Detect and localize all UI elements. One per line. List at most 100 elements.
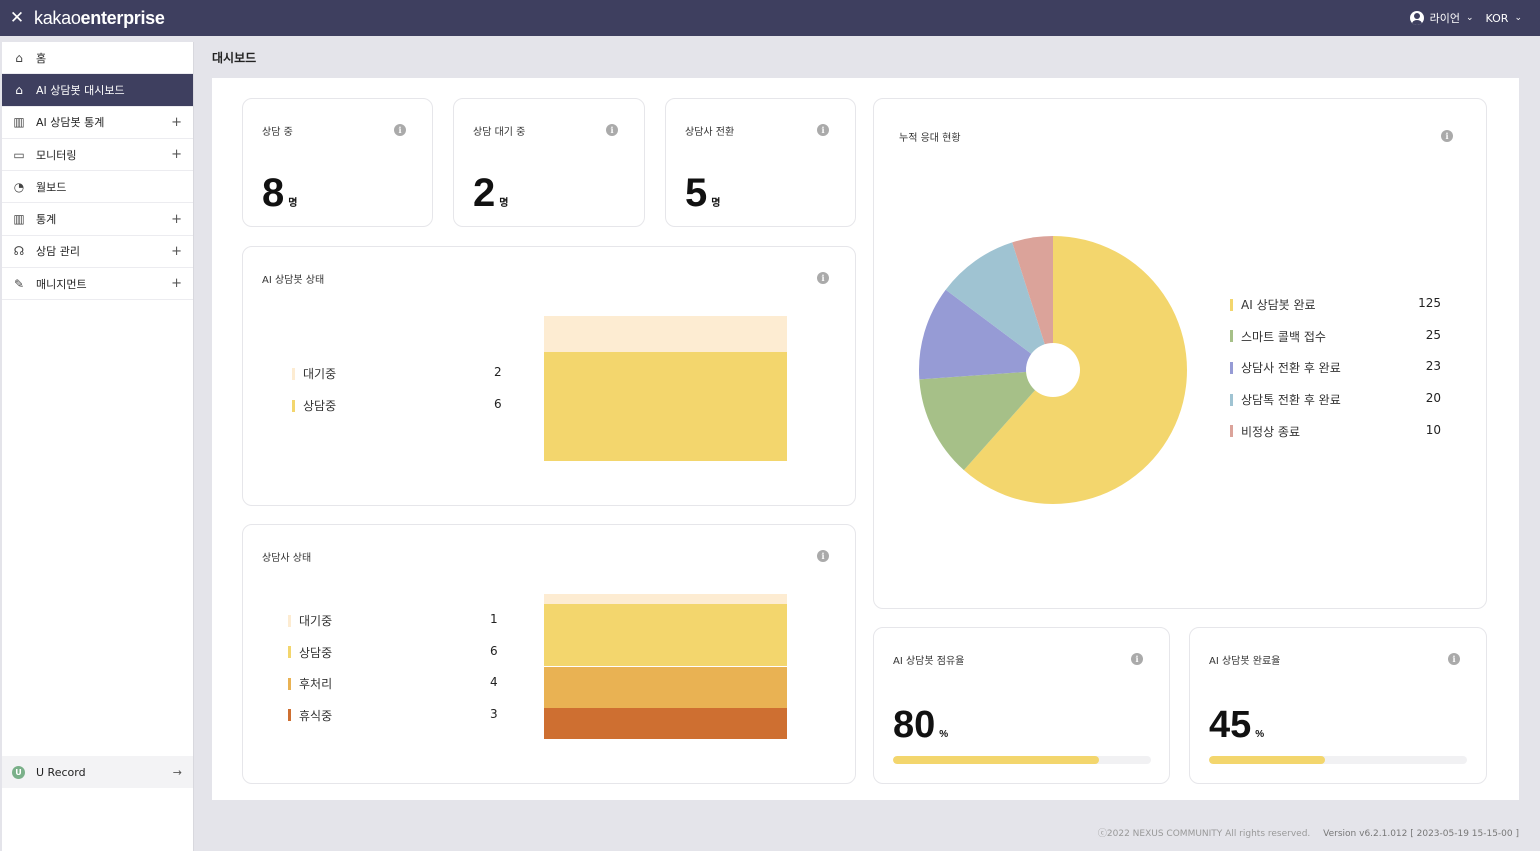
sidebar-item[interactable]: ▥ AI 상담봇 통계 + — [2, 107, 193, 139]
pie-slice[interactable] — [945, 242, 1053, 370]
info-icon[interactable]: i — [394, 124, 406, 136]
plus-icon[interactable]: + — [171, 114, 182, 130]
plus-icon[interactable]: + — [171, 211, 182, 227]
bar-chart-icon: ▥ — [13, 115, 25, 130]
sidebar-item[interactable]: ▭ 모니터링 + — [2, 139, 193, 172]
arrow-right-icon: → — [172, 765, 182, 779]
sidebar-item-label: 통계 — [36, 213, 57, 227]
info-icon[interactable]: i — [817, 124, 829, 136]
legend-swatch — [288, 709, 291, 721]
info-icon[interactable]: i — [1131, 653, 1143, 665]
chevron-down-icon: ⌄ — [1514, 13, 1522, 23]
card-title: 상담사 상태 — [262, 553, 312, 564]
plus-icon[interactable]: + — [171, 276, 182, 292]
legend-swatch — [288, 677, 291, 690]
info-icon[interactable]: i — [1441, 130, 1453, 142]
card-title: AI 상담봇 완료율 — [1209, 656, 1281, 667]
info-icon[interactable]: i — [817, 272, 829, 284]
sidebar: ⌂ 홈 ⌂ AI 상담봇 대시보드 ▥ AI 상담봇 통계 + ▭ 모니터링 + ◔ 월보드 ▥ 통계 + ☊… — [2, 42, 194, 851]
home-icon: ⌂ — [15, 50, 23, 65]
stack-segment — [544, 604, 787, 667]
progress-fill — [1209, 756, 1326, 764]
legend-item: 대기중 — [288, 612, 332, 629]
sidebar-item-label: AI 상담봇 대시보드 — [36, 83, 125, 97]
legend-label: 상담중 — [299, 645, 333, 660]
share-rate-card: AI 상담봇 점유율 i 80% — [873, 627, 1170, 784]
sidebar-item[interactable]: ◔ 월보드 — [2, 171, 193, 204]
sidebar-item[interactable]: ☊ 상담 관리 + — [2, 236, 193, 269]
legend-item: 상담사 전환 후 완료 — [1230, 359, 1341, 376]
legend-swatch — [1230, 425, 1233, 438]
sidebar-item-label: 매니지먼트 — [36, 277, 87, 291]
plus-icon[interactable]: + — [171, 243, 182, 259]
sidebar-item-label: 월보드 — [36, 180, 67, 194]
pie-slice[interactable] — [919, 370, 1053, 471]
pie-slice[interactable] — [919, 289, 1053, 380]
share-rate-value: 80% — [893, 704, 949, 746]
stack-segment — [544, 594, 787, 605]
sidebar-item[interactable]: ✎ 매니지먼트 + — [2, 268, 193, 301]
card-title: 상담 대기 중 — [473, 127, 526, 138]
sidebar-item[interactable]: ▥ 통계 + — [2, 203, 193, 236]
monitor-icon: ▭ — [13, 147, 25, 162]
legend-value: 6 — [490, 643, 498, 658]
urecord-label: U Record — [36, 765, 86, 779]
close-icon[interactable]: ✕ — [9, 8, 25, 28]
legend-swatch — [1230, 393, 1233, 406]
legend-value: 6 — [494, 397, 502, 411]
stack-segment — [544, 707, 787, 739]
pie-chart-icon: ◔ — [13, 179, 25, 194]
info-icon[interactable]: i — [606, 124, 618, 136]
info-icon[interactable]: i — [1448, 653, 1460, 665]
legend-item: 후처리 — [288, 675, 332, 692]
sidebar-item[interactable]: ⌂ 홈 — [2, 42, 193, 75]
sidebar-item-label: 상담 관리 — [36, 245, 80, 259]
legend-value: 125 — [1418, 296, 1441, 310]
headset-icon: ☊ — [13, 244, 25, 259]
top-bar: ✕ kakaoenterprise 라이언 ⌄ KOR ⌄ — [0, 0, 1540, 36]
share-rate-progress — [893, 756, 1151, 764]
info-icon[interactable]: i — [817, 550, 829, 562]
user-menu[interactable]: 라이언 ⌄ — [1409, 10, 1474, 26]
pie-chart — [919, 236, 1187, 504]
urecord-link[interactable]: U U Record → — [2, 756, 193, 788]
sidebar-item-label: 모니터링 — [36, 148, 77, 162]
pie-slice[interactable] — [1012, 236, 1053, 370]
legend-item: 상담중 — [288, 644, 332, 661]
urecord-logo-icon: U — [12, 765, 25, 779]
stack-segment — [544, 352, 787, 461]
legend-item: 상담톡 전환 후 완료 — [1230, 391, 1341, 408]
cumulative-response-card: 누적 응대 현황 i AI 상담봇 완료 125 스마트 콜백 접수 25 상담사 전환… — [873, 98, 1487, 609]
card-title: AI 상담봇 점유율 — [893, 656, 965, 667]
legend-item: 비정상 종료 — [1230, 423, 1300, 440]
legend-value: 23 — [1425, 359, 1441, 374]
card-title: 누적 응대 현황 — [899, 133, 961, 144]
legend-value: 25 — [1425, 327, 1441, 342]
completion-rate-progress — [1209, 756, 1467, 764]
language-menu[interactable]: KOR ⌄ — [1486, 12, 1522, 25]
legend-label: 스마트 콜백 접수 — [1241, 329, 1326, 344]
legend-value: 1 — [490, 612, 498, 626]
edit-document-icon: ✎ — [13, 276, 25, 291]
copyright: ⓒ2022 NEXUS COMMUNITY All rights reserve… — [1097, 829, 1311, 839]
legend-value: 2 — [494, 365, 502, 379]
page-title: 대시보드 — [212, 51, 257, 65]
legend-item: 대기중 — [292, 365, 336, 382]
legend-item: 휴식중 — [288, 707, 332, 724]
completion-rate-value: 45% — [1209, 704, 1265, 746]
sidebar-item[interactable]: ⌂ AI 상담봇 대시보드 — [2, 74, 193, 107]
legend-swatch — [288, 646, 291, 658]
legend-label: 대기중 — [303, 367, 337, 381]
legend-label: 상담톡 전환 후 완료 — [1241, 393, 1341, 408]
version: Version v6.2.1.012 [ 2023-05-19 15-15-00… — [1323, 829, 1519, 839]
logo: kakaoenterprise — [34, 7, 165, 28]
progress-fill — [893, 756, 1100, 764]
legend-swatch — [288, 614, 291, 627]
footer: ⓒ2022 NEXUS COMMUNITY All rights reserve… — [1098, 826, 1519, 839]
legend-value: 10 — [1425, 422, 1441, 437]
plus-icon[interactable]: + — [171, 147, 182, 163]
